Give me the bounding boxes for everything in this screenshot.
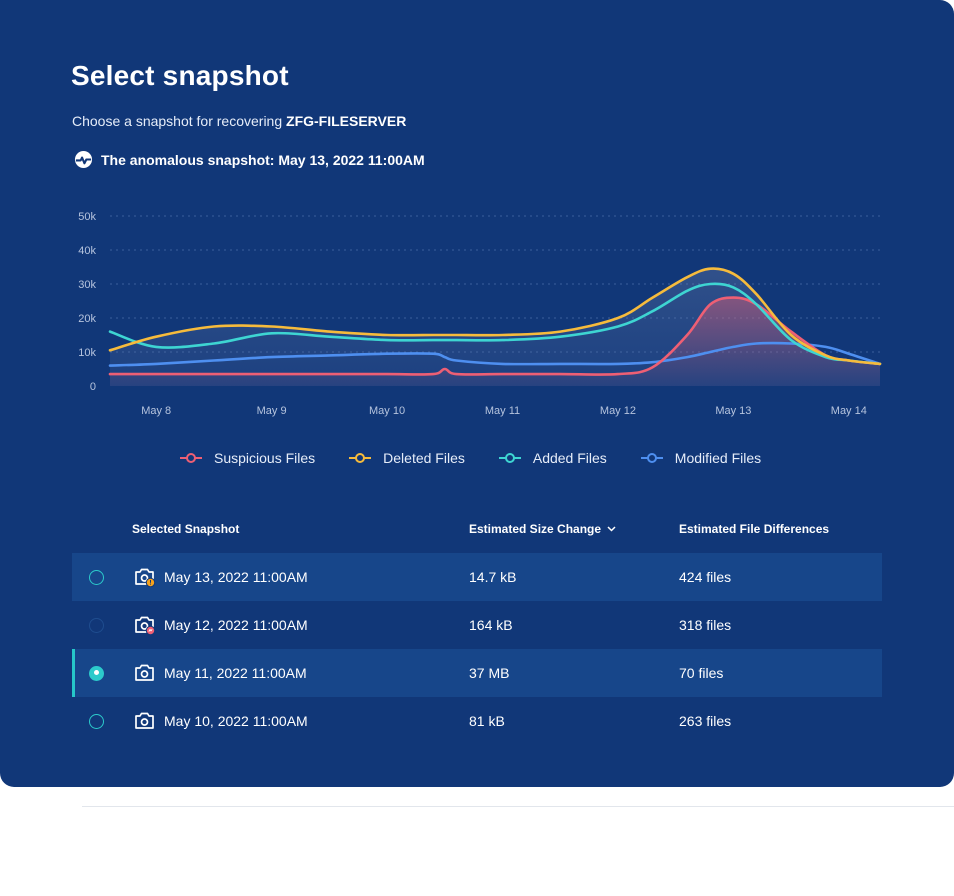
row-radio[interactable] (89, 569, 104, 585)
file-differences: 70 files (679, 665, 724, 681)
legend-marker-icon (180, 453, 202, 463)
camera-warning-icon (135, 568, 156, 587)
x-tick-label: May 14 (831, 405, 867, 417)
camera-alert-icon (135, 616, 156, 635)
snapshot-date: May 12, 2022 11:00AM (164, 617, 308, 633)
legend-deleted-files[interactable]: Deleted Files (349, 450, 465, 466)
server-name: ZFG-FILESERVER (286, 113, 407, 129)
legend-label: Deleted Files (383, 450, 465, 466)
chart-legend: Suspicious Files Deleted Files Added Fil… (180, 450, 761, 466)
row-radio[interactable] (89, 713, 104, 729)
table-row[interactable]: May 10, 2022 11:00AM 81 kB 263 files (72, 697, 882, 745)
series-line-deleted-files (108, 267, 882, 366)
size-change: 81 kB (469, 713, 505, 729)
x-tick-label: May 11 (485, 405, 520, 417)
y-tick-label: 50k (78, 211, 96, 223)
table-row[interactable]: May 13, 2022 11:00AM 14.7 kB 424 files (72, 553, 882, 601)
legend-marker-icon (498, 453, 521, 463)
x-tick-label: May 8 (141, 405, 171, 417)
header-size-change-label: Estimated Size Change (469, 522, 602, 536)
table-row-selected[interactable]: May 11, 2022 11:00AM 37 MB 70 files (72, 649, 882, 697)
x-tick-label: May 13 (715, 405, 751, 417)
header-size-change[interactable]: Estimated Size Change (469, 522, 616, 536)
y-tick-label: 20k (78, 313, 96, 325)
row-radio-selected[interactable] (89, 665, 104, 681)
snapshot-date: May 11, 2022 11:00AM (164, 665, 307, 681)
divider (82, 806, 954, 807)
size-change: 14.7 kB (469, 569, 517, 585)
series-line-modified-files (108, 341, 882, 367)
anomaly-icon (74, 150, 93, 169)
legend-label: Modified Files (674, 450, 762, 466)
series-line-added-files (108, 282, 882, 366)
header-file-differences: Estimated File Differences (679, 522, 830, 536)
size-change: 37 MB (469, 665, 510, 681)
snapshot-date: May 13, 2022 11:00AM (164, 569, 308, 585)
legend-label: Suspicious Files (214, 450, 316, 466)
camera-icon (135, 664, 154, 681)
camera-icon (135, 712, 154, 729)
y-tick-label: 40k (78, 245, 96, 257)
size-change: 164 kB (469, 617, 513, 633)
file-activity-chart: 0 10k 20k 30k 40k 50k May 8 May 9 May 10 May 11 M… (78, 211, 882, 417)
legend-modified-files[interactable]: Modified Files (640, 450, 762, 466)
y-tick-label: 30k (78, 279, 96, 291)
legend-marker-icon (640, 453, 663, 463)
x-tick-label: May 9 (257, 405, 287, 417)
anomalous-snapshot-note: The anomalous snapshot: May 13, 2022 11:… (74, 150, 425, 169)
file-differences: 424 files (679, 569, 732, 585)
y-tick-label: 0 (90, 381, 96, 393)
legend-label: Added Files (532, 450, 607, 466)
legend-marker-icon (349, 453, 372, 463)
header-selected-snapshot: Selected Snapshot (132, 522, 240, 536)
file-differences: 318 files (679, 617, 732, 633)
snapshot-date: May 10, 2022 11:00AM (164, 713, 308, 729)
area-suspicious-files (110, 297, 880, 386)
snapshot-panel: Select snapshot Choose a snapshot for re… (0, 0, 954, 787)
anomaly-text: The anomalous snapshot: May 13, 2022 11:… (101, 151, 425, 168)
x-tick-label: May 12 (600, 405, 636, 417)
file-differences: 263 files (679, 713, 732, 729)
y-tick-label: 10k (78, 347, 96, 359)
page-subtitle: Choose a snapshot for recovering ZFG-FIL… (72, 113, 406, 129)
snapshot-table-header: Selected Snapshot Estimated Size Change … (72, 519, 882, 539)
page-title: Select snapshot (71, 60, 289, 91)
legend-added-files[interactable]: Added Files (498, 450, 607, 466)
subtitle-prefix: Choose a snapshot for recovering (72, 113, 287, 129)
row-radio[interactable] (89, 617, 104, 633)
legend-suspicious-files[interactable]: Suspicious Files (180, 450, 315, 466)
x-tick-label: May 10 (369, 405, 405, 417)
chevron-down-icon (607, 526, 616, 532)
table-row[interactable]: May 12, 2022 11:00AM 164 kB 318 files (72, 601, 882, 649)
